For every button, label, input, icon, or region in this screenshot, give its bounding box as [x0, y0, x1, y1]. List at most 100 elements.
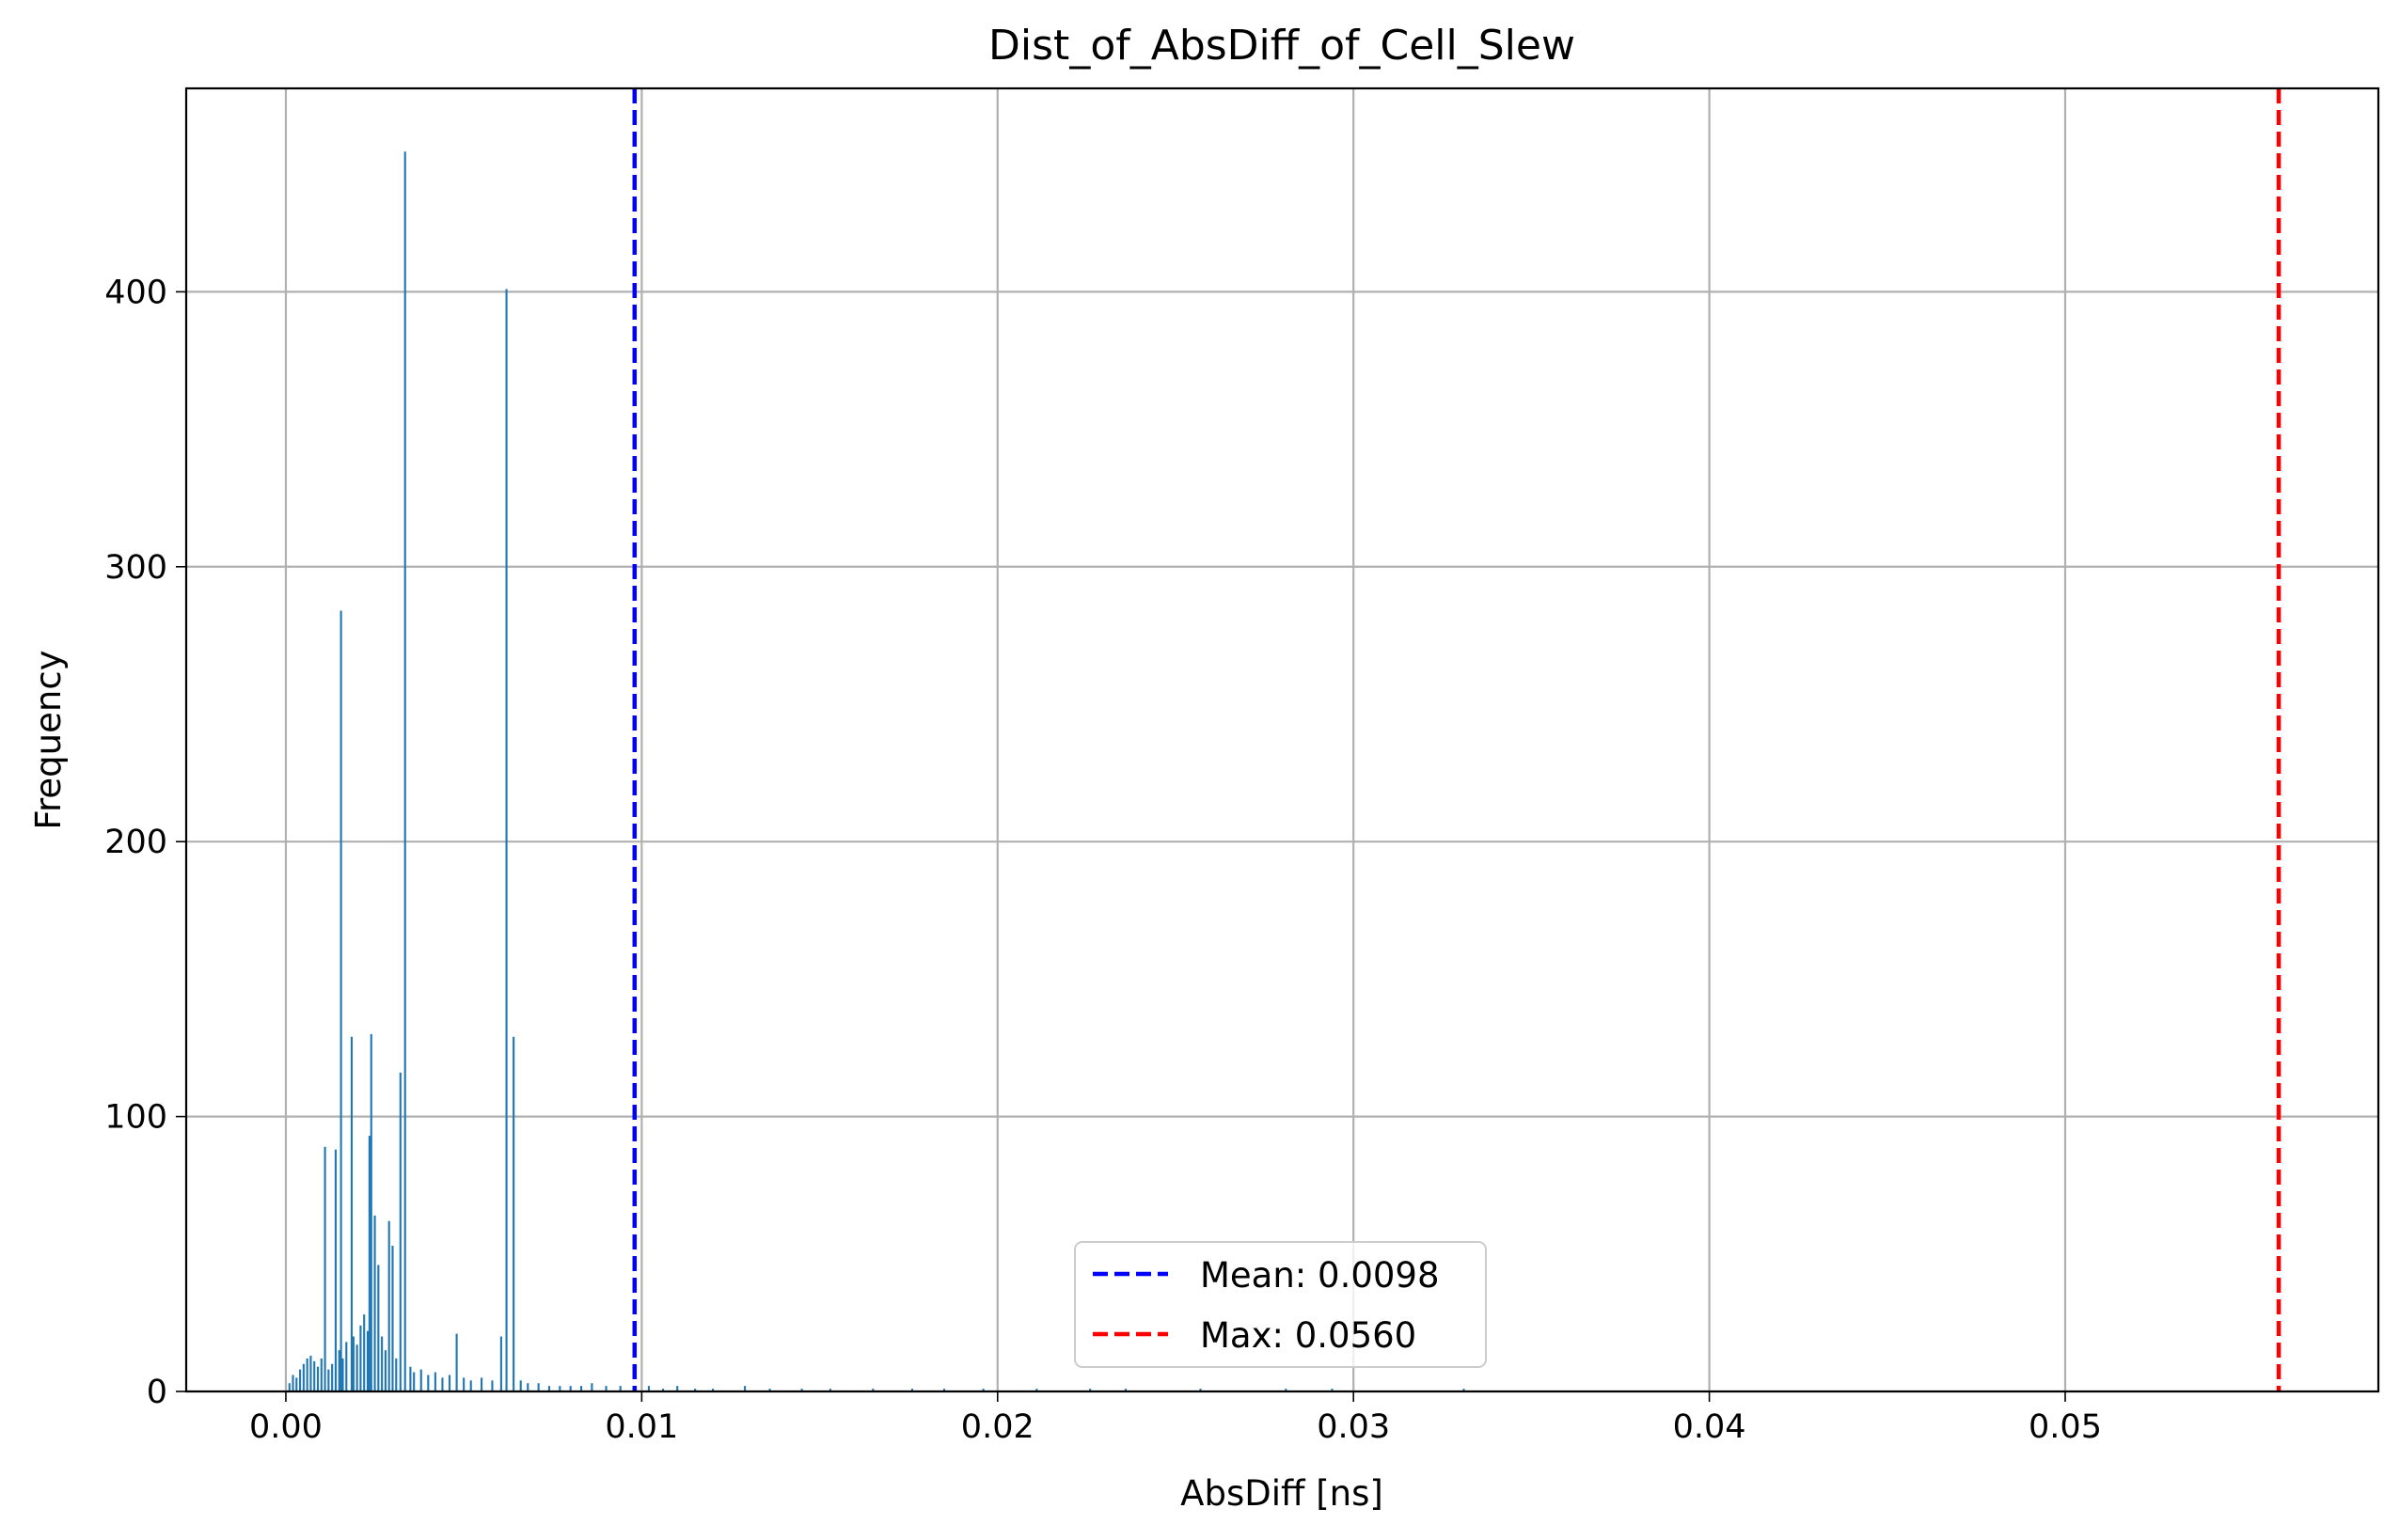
x-tick-label: 0.01: [605, 1408, 678, 1446]
histogram-bar: [513, 1036, 515, 1391]
y-tick-label: 0: [147, 1374, 167, 1411]
y-tick-label: 300: [104, 549, 167, 587]
x-axis-label: AbsDiff [ns]: [1180, 1473, 1383, 1514]
legend: Mean: 0.0098 Max: 0.0560: [1074, 1241, 1487, 1368]
reference-lines: [632, 88, 2282, 1391]
histogram-bar: [391, 1246, 394, 1391]
histogram-bar: [403, 151, 406, 1391]
y-tick: 400: [104, 274, 186, 311]
histogram-bar: [288, 1383, 291, 1391]
histogram-bar: [469, 1380, 472, 1391]
histogram-bar: [324, 1146, 326, 1391]
plot-frame: [184, 86, 2380, 1393]
histogram-bar: [352, 1336, 355, 1391]
histogram-bar: [292, 1375, 294, 1391]
histogram-bar: [872, 1389, 875, 1391]
y-tick-label: 200: [104, 824, 167, 861]
y-axis-label: Frequency: [28, 650, 69, 829]
histogram-bar: [591, 1383, 593, 1391]
histogram-bar: [491, 1380, 494, 1391]
histogram-bar: [676, 1386, 679, 1391]
histogram-bar: [569, 1386, 572, 1391]
histogram-bar: [295, 1377, 298, 1391]
histogram-bar: [334, 1149, 337, 1391]
histogram-bar: [299, 1369, 302, 1391]
histogram-bar: [350, 1036, 354, 1391]
histogram-bar: [1124, 1389, 1128, 1391]
histogram-bar: [694, 1389, 697, 1391]
histogram-bar: [309, 1355, 312, 1391]
histogram-bar: [942, 1389, 946, 1391]
histogram-bar: [455, 1333, 458, 1391]
histogram-bar: [413, 1372, 416, 1391]
histogram-bar: [829, 1389, 831, 1391]
histogram-bars: [288, 151, 2281, 1391]
chart-title: Dist_of_AbsDiff_of_Cell_Slew: [988, 22, 1575, 70]
histogram-bar: [1089, 1389, 1092, 1391]
histogram-bar: [355, 1344, 358, 1391]
x-tick-label: 0.00: [249, 1408, 323, 1446]
histogram-bar: [373, 1215, 376, 1391]
histogram-bar: [359, 1325, 362, 1391]
y-tick: 0: [147, 1374, 186, 1411]
histogram-bar: [711, 1389, 715, 1391]
histogram-bar: [768, 1389, 771, 1391]
histogram-bar: [345, 1342, 348, 1391]
histogram-bar: [527, 1383, 529, 1391]
histogram-bar: [519, 1380, 522, 1391]
histogram-bar: [370, 1033, 372, 1391]
histogram-bar: [366, 1330, 370, 1391]
histogram-bar: [341, 1358, 344, 1391]
histogram-bar: [399, 1072, 402, 1391]
histogram-bar: [441, 1377, 444, 1391]
histogram-bar: [427, 1375, 430, 1391]
histogram-bar: [339, 610, 342, 1391]
histogram-bar: [434, 1372, 436, 1391]
x-tick: 0.01: [605, 1391, 678, 1446]
histogram-bar: [505, 289, 508, 1391]
histogram-bar: [647, 1386, 650, 1391]
histogram-bar: [481, 1377, 483, 1391]
histogram-bar: [384, 1350, 387, 1391]
x-tick-label: 0.05: [2029, 1408, 2102, 1446]
histogram-bar: [316, 1366, 320, 1391]
histogram-bar: [381, 1336, 384, 1391]
x-tick: 0.04: [1673, 1391, 1746, 1446]
x-tick: 0.03: [1317, 1391, 1390, 1446]
histogram-bar: [499, 1336, 502, 1391]
y-tick: 200: [104, 824, 186, 861]
x-tick-label: 0.04: [1673, 1408, 1746, 1446]
histogram-bar: [363, 1314, 366, 1391]
histogram-bar: [619, 1386, 622, 1391]
x-tick: 0.00: [249, 1391, 323, 1446]
x-axis-ticks: 0.00 0.01 0.02 0.03 0.04 0.05: [249, 1391, 2102, 1446]
histogram-bar: [579, 1386, 583, 1391]
histogram-bar: [387, 1220, 390, 1391]
histogram-bar: [744, 1386, 747, 1391]
legend-box: [1074, 1241, 1487, 1368]
histogram-bar: [1285, 1389, 1287, 1391]
histogram-bar: [559, 1386, 561, 1391]
histogram-bar: [306, 1358, 308, 1391]
histogram-bar: [1331, 1389, 1334, 1391]
histogram-bar: [320, 1358, 323, 1391]
histogram-bar: [982, 1389, 985, 1391]
y-tick-label: 100: [104, 1099, 167, 1137]
histogram-bar: [331, 1363, 334, 1391]
histogram-bar: [800, 1389, 803, 1391]
histogram-bar: [338, 1350, 340, 1391]
histogram-bar: [463, 1377, 466, 1391]
y-tick-label: 400: [104, 274, 167, 311]
gridlines: [186, 88, 2378, 1393]
legend-label-max: Max: 0.0560: [1200, 1315, 1416, 1356]
histogram-bar: [368, 1136, 371, 1391]
histogram-bar: [409, 1366, 412, 1391]
histogram-bar: [1462, 1389, 1465, 1391]
x-tick-label: 0.03: [1317, 1408, 1390, 1446]
x-tick-label: 0.02: [961, 1408, 1034, 1446]
x-tick: 0.02: [961, 1391, 1034, 1446]
histogram-bar: [1035, 1389, 1038, 1391]
histogram-bar: [313, 1360, 316, 1391]
histogram-bar: [377, 1265, 380, 1391]
